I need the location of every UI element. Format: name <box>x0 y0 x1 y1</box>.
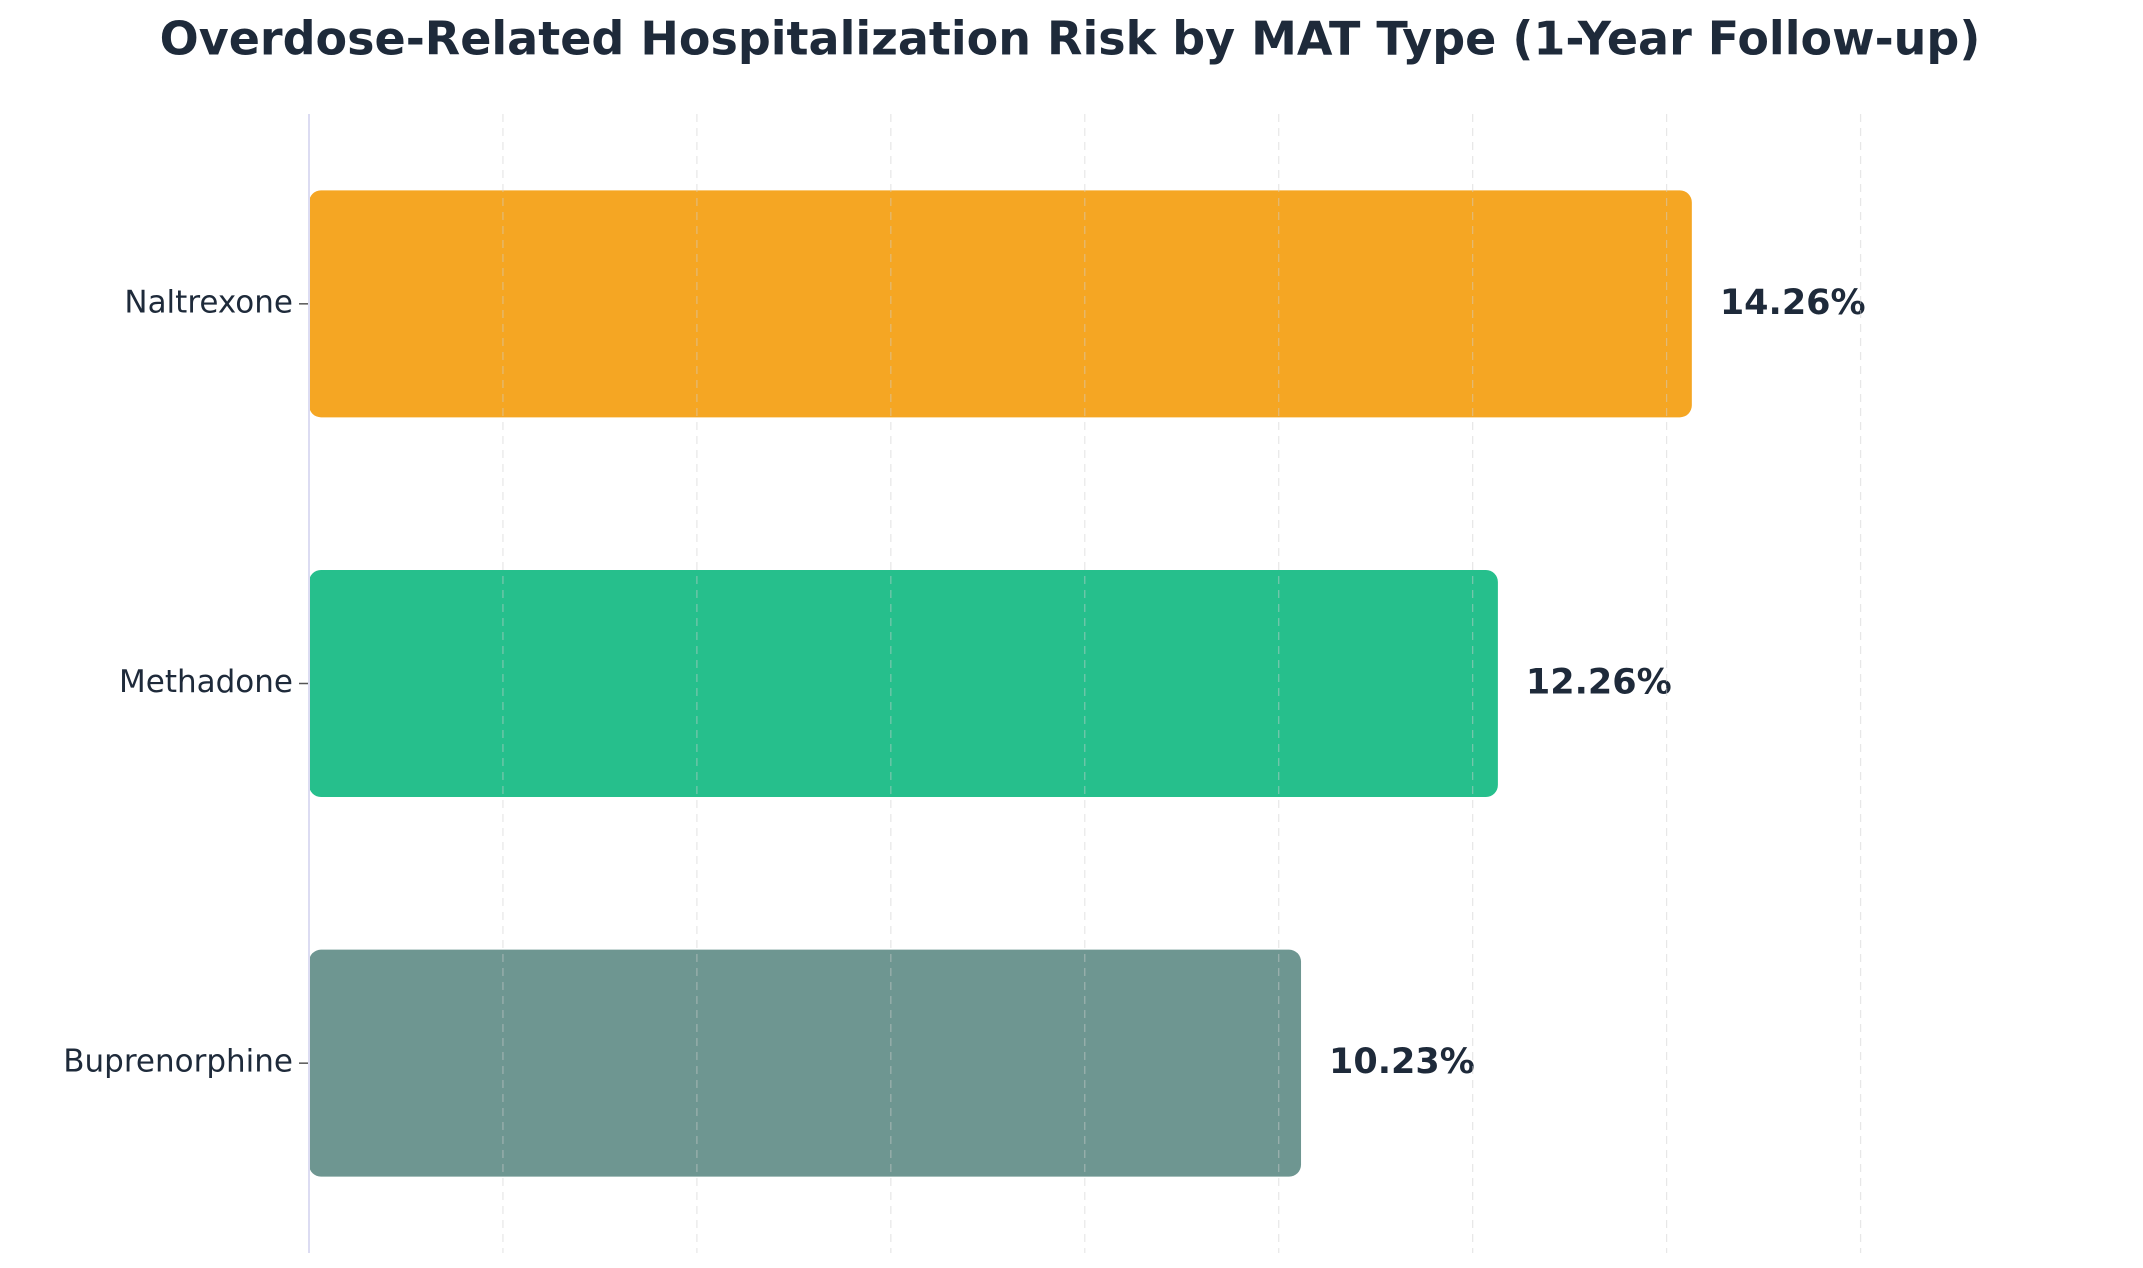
y-tick-label: Buprenorphine <box>63 1044 293 1080</box>
bar <box>309 570 1498 797</box>
chart-title: Overdose-Related Hospitalization Risk by… <box>160 12 1981 66</box>
value-label: 12.26% <box>1526 663 1672 703</box>
value-label: 14.26% <box>1720 283 1866 323</box>
bar <box>309 949 1302 1177</box>
bar <box>309 190 1692 418</box>
y-tick-label: Naltrexone <box>124 284 293 320</box>
y-tick-label: Methadone <box>119 664 293 700</box>
value-label: 10.23% <box>1329 1042 1475 1082</box>
